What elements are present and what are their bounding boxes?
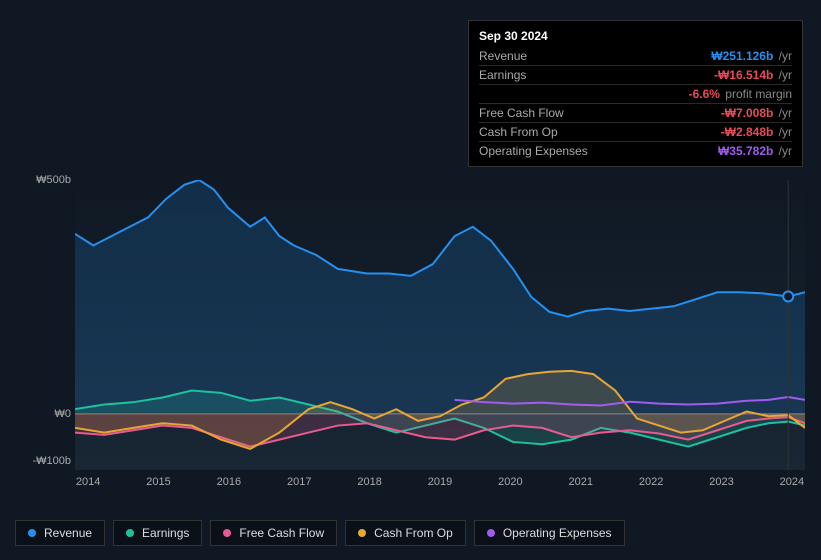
legend-item[interactable]: Operating Expenses (474, 520, 625, 546)
tooltip-row-label: Free Cash Flow (479, 106, 564, 120)
tooltip-row-value: -₩7.008b /yr (721, 106, 792, 120)
x-axis-tick: 2022 (639, 476, 663, 488)
x-axis-tick: 2017 (287, 476, 311, 488)
x-axis-tick: 2016 (217, 476, 241, 488)
tooltip-row-label: Operating Expenses (479, 144, 588, 158)
legend-dot-icon (487, 529, 495, 537)
legend-item[interactable]: Cash From Op (345, 520, 466, 546)
x-axis-tick: 2018 (357, 476, 381, 488)
tooltip-row-value: -₩2.848b /yr (721, 125, 792, 139)
x-axis-tick: 2019 (428, 476, 452, 488)
x-axis-tick: 2015 (146, 476, 170, 488)
plot-area[interactable]: 2014201520162017201820192020202120222023… (75, 180, 805, 470)
legend-label: Cash From Op (374, 526, 453, 540)
y-axis-tick: ₩0 (55, 408, 72, 420)
tooltip-row-value: ₩251.126b /yr (711, 49, 792, 63)
tooltip-row: Operating Expenses ₩35.782b /yr (479, 141, 792, 160)
x-axis-tick: 2023 (709, 476, 733, 488)
legend-item[interactable]: Revenue (15, 520, 105, 546)
tooltip-row-label: Earnings (479, 68, 526, 82)
tooltip-row-label: Cash From Op (479, 125, 558, 139)
legend-dot-icon (358, 529, 366, 537)
y-axis-tick: -₩100b (32, 455, 71, 467)
y-axis-tick: ₩500b (36, 174, 71, 186)
legend-item[interactable]: Earnings (113, 520, 202, 546)
legend-item[interactable]: Free Cash Flow (210, 520, 337, 546)
tooltip-row: Cash From Op -₩2.848b /yr (479, 122, 792, 141)
legend-label: Free Cash Flow (239, 526, 324, 540)
x-axis-tick: 2020 (498, 476, 522, 488)
tooltip-row: Revenue ₩251.126b /yr (479, 47, 792, 65)
legend-dot-icon (126, 529, 134, 537)
legend-label: Revenue (44, 526, 92, 540)
legend-label: Operating Expenses (503, 526, 612, 540)
legend-label: Earnings (142, 526, 189, 540)
x-axis-tick: 2014 (76, 476, 100, 488)
chart-svg (75, 180, 805, 470)
tooltip-row-value: -6.6% profit margin (689, 87, 792, 101)
tooltip-row: Free Cash Flow -₩7.008b /yr (479, 103, 792, 122)
tooltip-row-label: Revenue (479, 49, 527, 63)
financials-chart: 2014 2015 2016 2017 2018 2019 2020 2021 2022 2023… (15, 160, 805, 490)
tooltip-date: Sep 30 2024 (479, 27, 792, 47)
legend-dot-icon (223, 529, 231, 537)
chart-tooltip: Sep 30 2024 Revenue ₩251.126b /yr Earnings… (468, 20, 803, 167)
legend-dot-icon (28, 529, 36, 537)
x-axis-tick: 2021 (568, 476, 592, 488)
x-axis-tick: 2024 (780, 476, 804, 488)
tooltip-row-value: -₩16.514b /yr (714, 68, 792, 82)
tooltip-row-value: ₩35.782b /yr (718, 144, 792, 158)
tooltip-row: Earnings -₩16.514b /yr (479, 65, 792, 84)
chart-legend: Revenue Earnings Free Cash Flow Cash From O… (15, 520, 625, 546)
tooltip-row: -6.6% profit margin (479, 84, 792, 103)
